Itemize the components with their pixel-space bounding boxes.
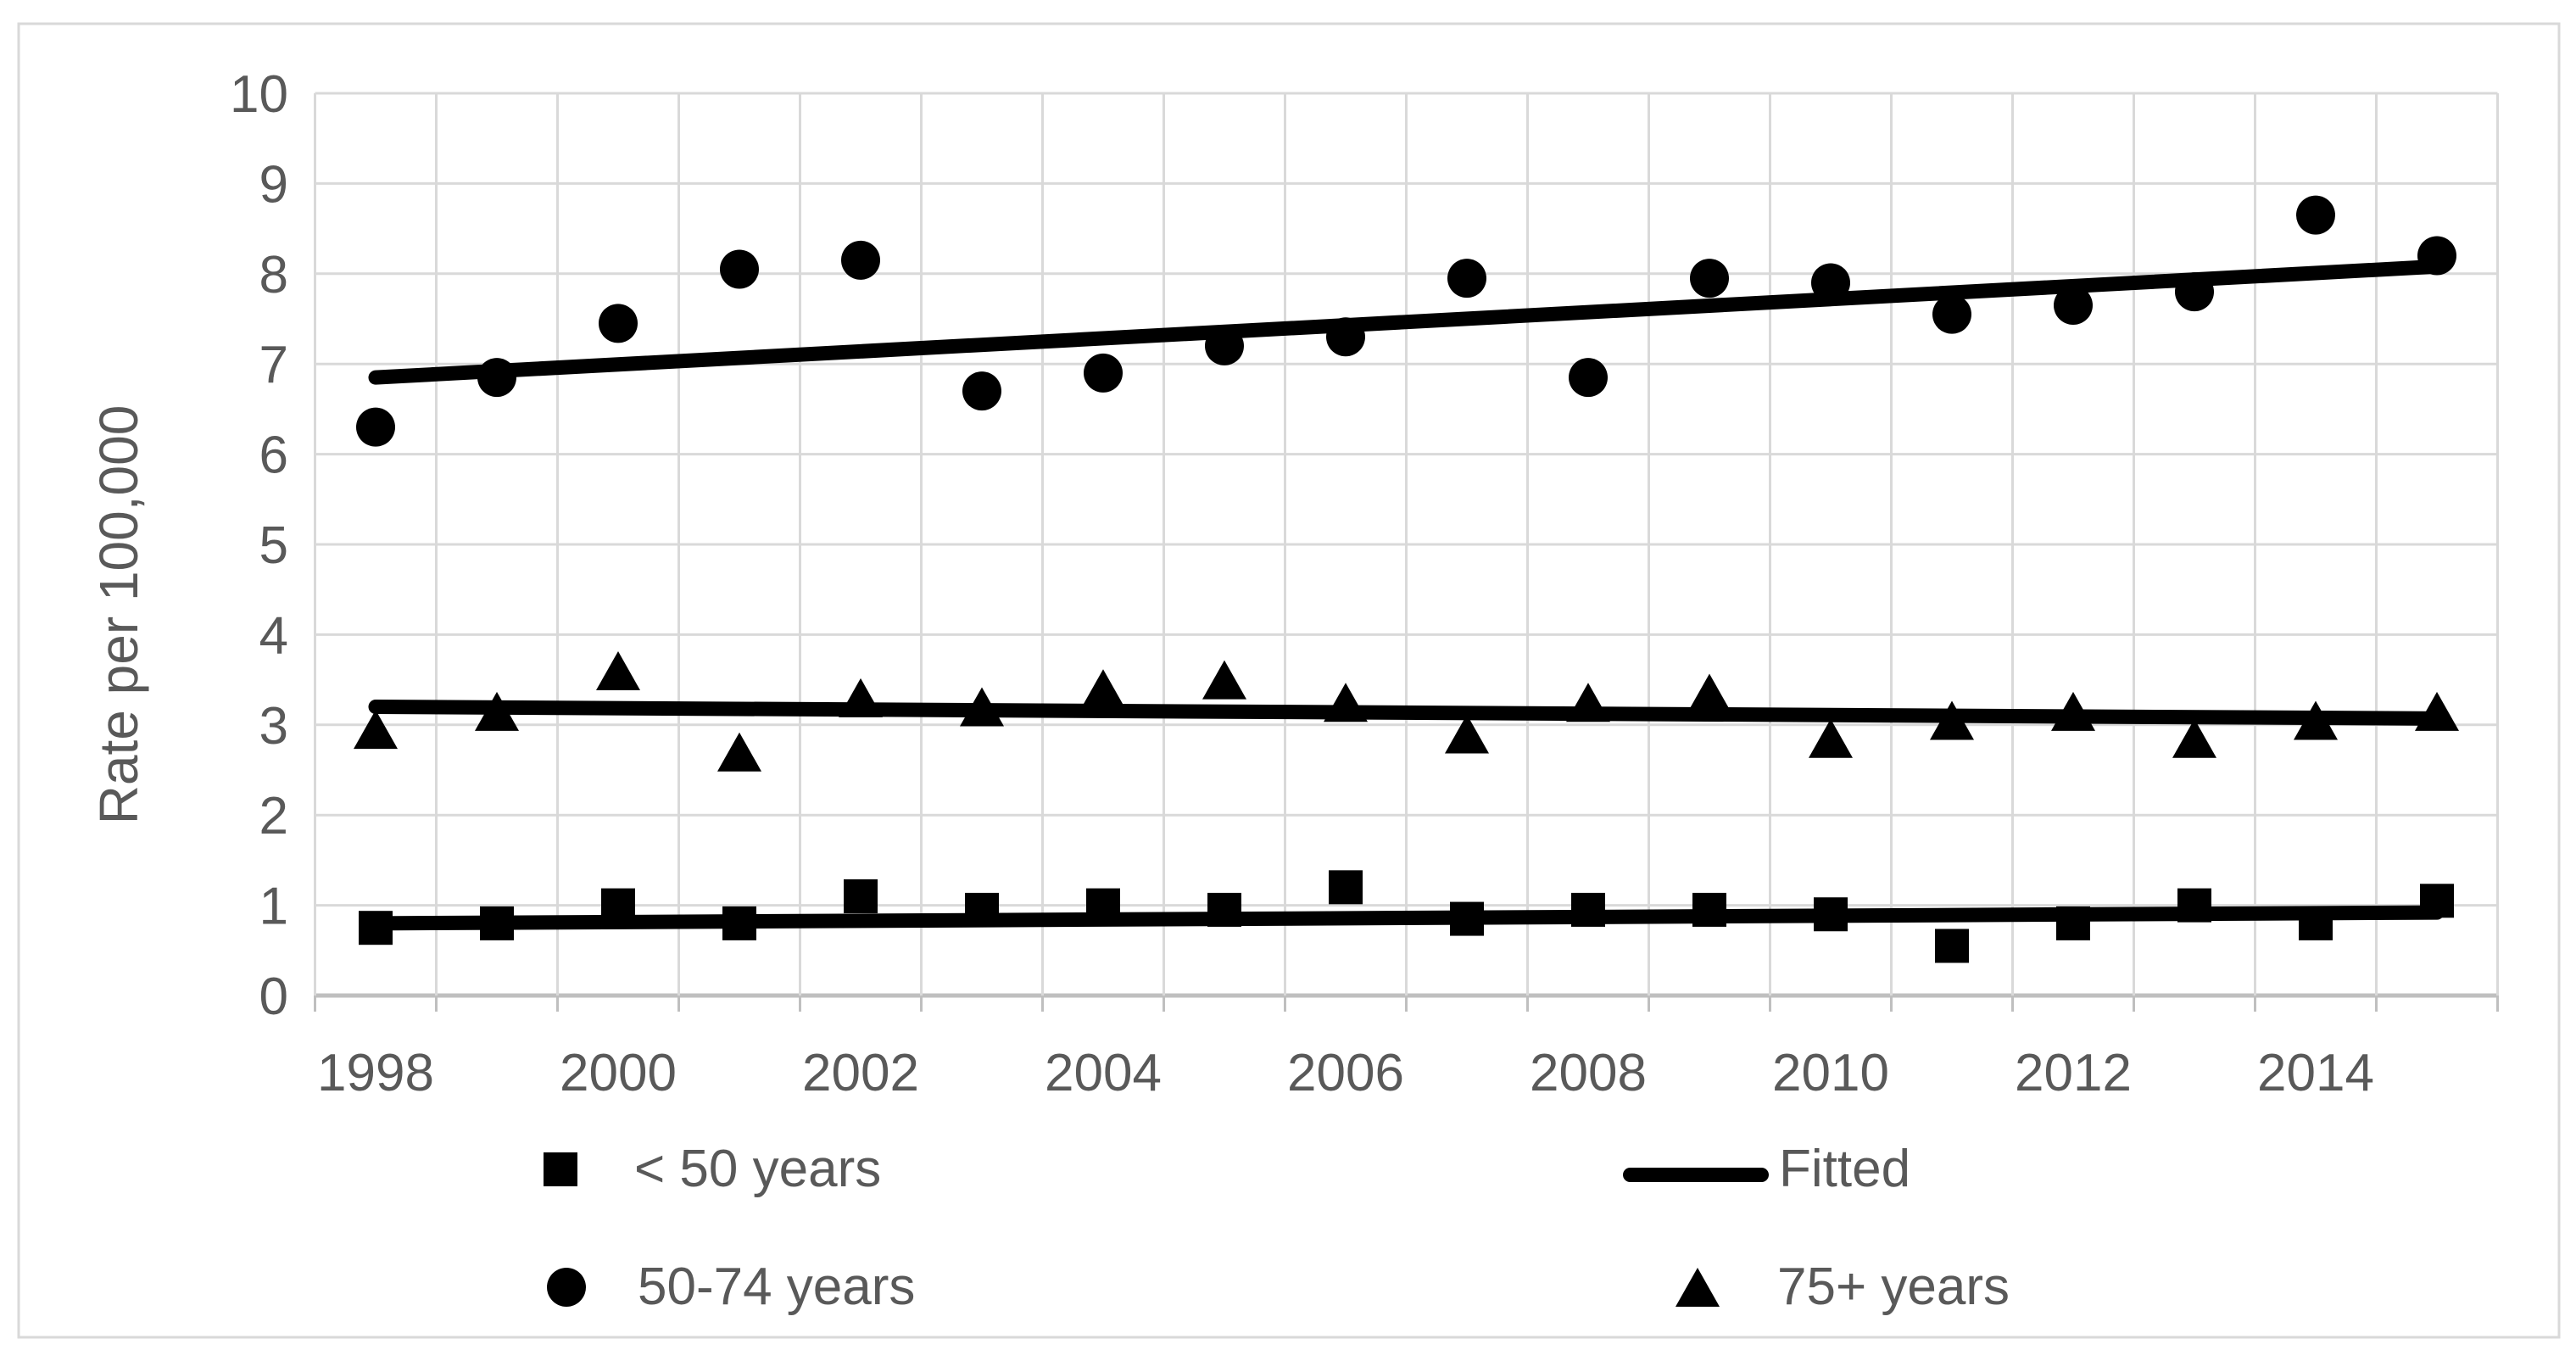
data-point-triangle[interactable] xyxy=(2172,718,2216,758)
data-point-circle[interactable] xyxy=(1569,358,1608,398)
y-tick-label: 3 xyxy=(259,697,288,756)
legend-label-50-74: 50-74 years xyxy=(638,1258,916,1316)
data-point-circle[interactable] xyxy=(720,249,759,289)
legend-item-50-74[interactable]: 50-74 years xyxy=(547,1261,915,1314)
triangle-marker-icon xyxy=(1676,1268,1720,1307)
y-tick-label: 4 xyxy=(259,606,288,665)
legend-label-75plus: 75+ years xyxy=(1777,1258,2010,1316)
data-point-triangle[interactable] xyxy=(596,650,640,690)
legend-row-1b: Fitted xyxy=(1623,1143,1910,1196)
data-point-triangle[interactable] xyxy=(1809,718,1853,758)
data-point-circle[interactable] xyxy=(356,407,395,447)
data-point-square[interactable] xyxy=(1329,870,1363,905)
data-point-triangle[interactable] xyxy=(717,732,761,772)
fitted-trendline xyxy=(368,259,2445,385)
y-tick-label: 5 xyxy=(259,516,288,575)
legend-row-1: < 50 years xyxy=(544,1143,881,1196)
data-point-square[interactable] xyxy=(844,879,878,913)
y-tick-label: 0 xyxy=(259,968,288,1026)
legend-label-fitted: Fitted xyxy=(1779,1140,1911,1198)
data-point-triangle[interactable] xyxy=(1445,714,1489,754)
x-tick-label: 2004 xyxy=(1045,1044,1162,1102)
y-tick-label: 10 xyxy=(230,65,288,124)
data-point-circle[interactable] xyxy=(841,240,880,280)
data-point-triangle[interactable] xyxy=(1687,673,1731,713)
x-tick-label: 2010 xyxy=(1772,1044,1889,1102)
y-tick-label: 7 xyxy=(259,336,288,394)
legend-row-2b: 75+ years xyxy=(1676,1261,2010,1314)
data-point-triangle[interactable] xyxy=(1202,660,1246,700)
data-point-circle[interactable] xyxy=(1932,294,1971,334)
legend-item-75plus[interactable]: 75+ years xyxy=(1676,1261,2010,1314)
legend-item-lt50[interactable]: < 50 years xyxy=(544,1143,881,1196)
x-tick-label: 1998 xyxy=(317,1044,434,1102)
data-point-circle[interactable] xyxy=(1447,259,1486,298)
x-tick-label: 2008 xyxy=(1530,1044,1647,1102)
x-tick-label: 2014 xyxy=(2257,1044,2374,1102)
y-tick-label: 8 xyxy=(259,246,288,304)
data-point-triangle[interactable] xyxy=(354,710,398,750)
data-point-circle[interactable] xyxy=(962,371,1001,411)
data-point-circle[interactable] xyxy=(1690,259,1729,298)
fitted-trendline xyxy=(368,700,2445,726)
x-tick-label: 2006 xyxy=(1287,1044,1404,1102)
legend-row-2: 50-74 years xyxy=(547,1261,915,1314)
legend-label-lt50: < 50 years xyxy=(634,1140,882,1198)
y-tick-label: 2 xyxy=(259,787,288,845)
x-tick-label: 2012 xyxy=(2015,1044,2132,1102)
data-point-square[interactable] xyxy=(1935,929,1969,963)
y-axis-title: Rate per 100,000 xyxy=(88,405,149,825)
data-point-triangle[interactable] xyxy=(1081,669,1125,709)
y-tick-label: 6 xyxy=(259,427,288,485)
y-tick-label: 9 xyxy=(259,155,288,214)
circle-marker-icon xyxy=(547,1268,586,1307)
x-tick-label: 2002 xyxy=(802,1044,919,1102)
data-point-circle[interactable] xyxy=(1084,353,1123,393)
fitted-trendline xyxy=(368,905,2445,931)
x-tick-label: 2000 xyxy=(560,1044,677,1102)
y-tick-label: 1 xyxy=(259,878,288,936)
square-marker-icon xyxy=(544,1152,577,1186)
data-point-circle[interactable] xyxy=(599,304,638,343)
fitted-line-icon xyxy=(1623,1167,1769,1182)
data-point-circle[interactable] xyxy=(2054,286,2093,326)
data-point-circle[interactable] xyxy=(2296,195,2335,235)
chart-border xyxy=(17,22,2561,1339)
legend-item-fitted[interactable]: Fitted xyxy=(1623,1143,1910,1196)
